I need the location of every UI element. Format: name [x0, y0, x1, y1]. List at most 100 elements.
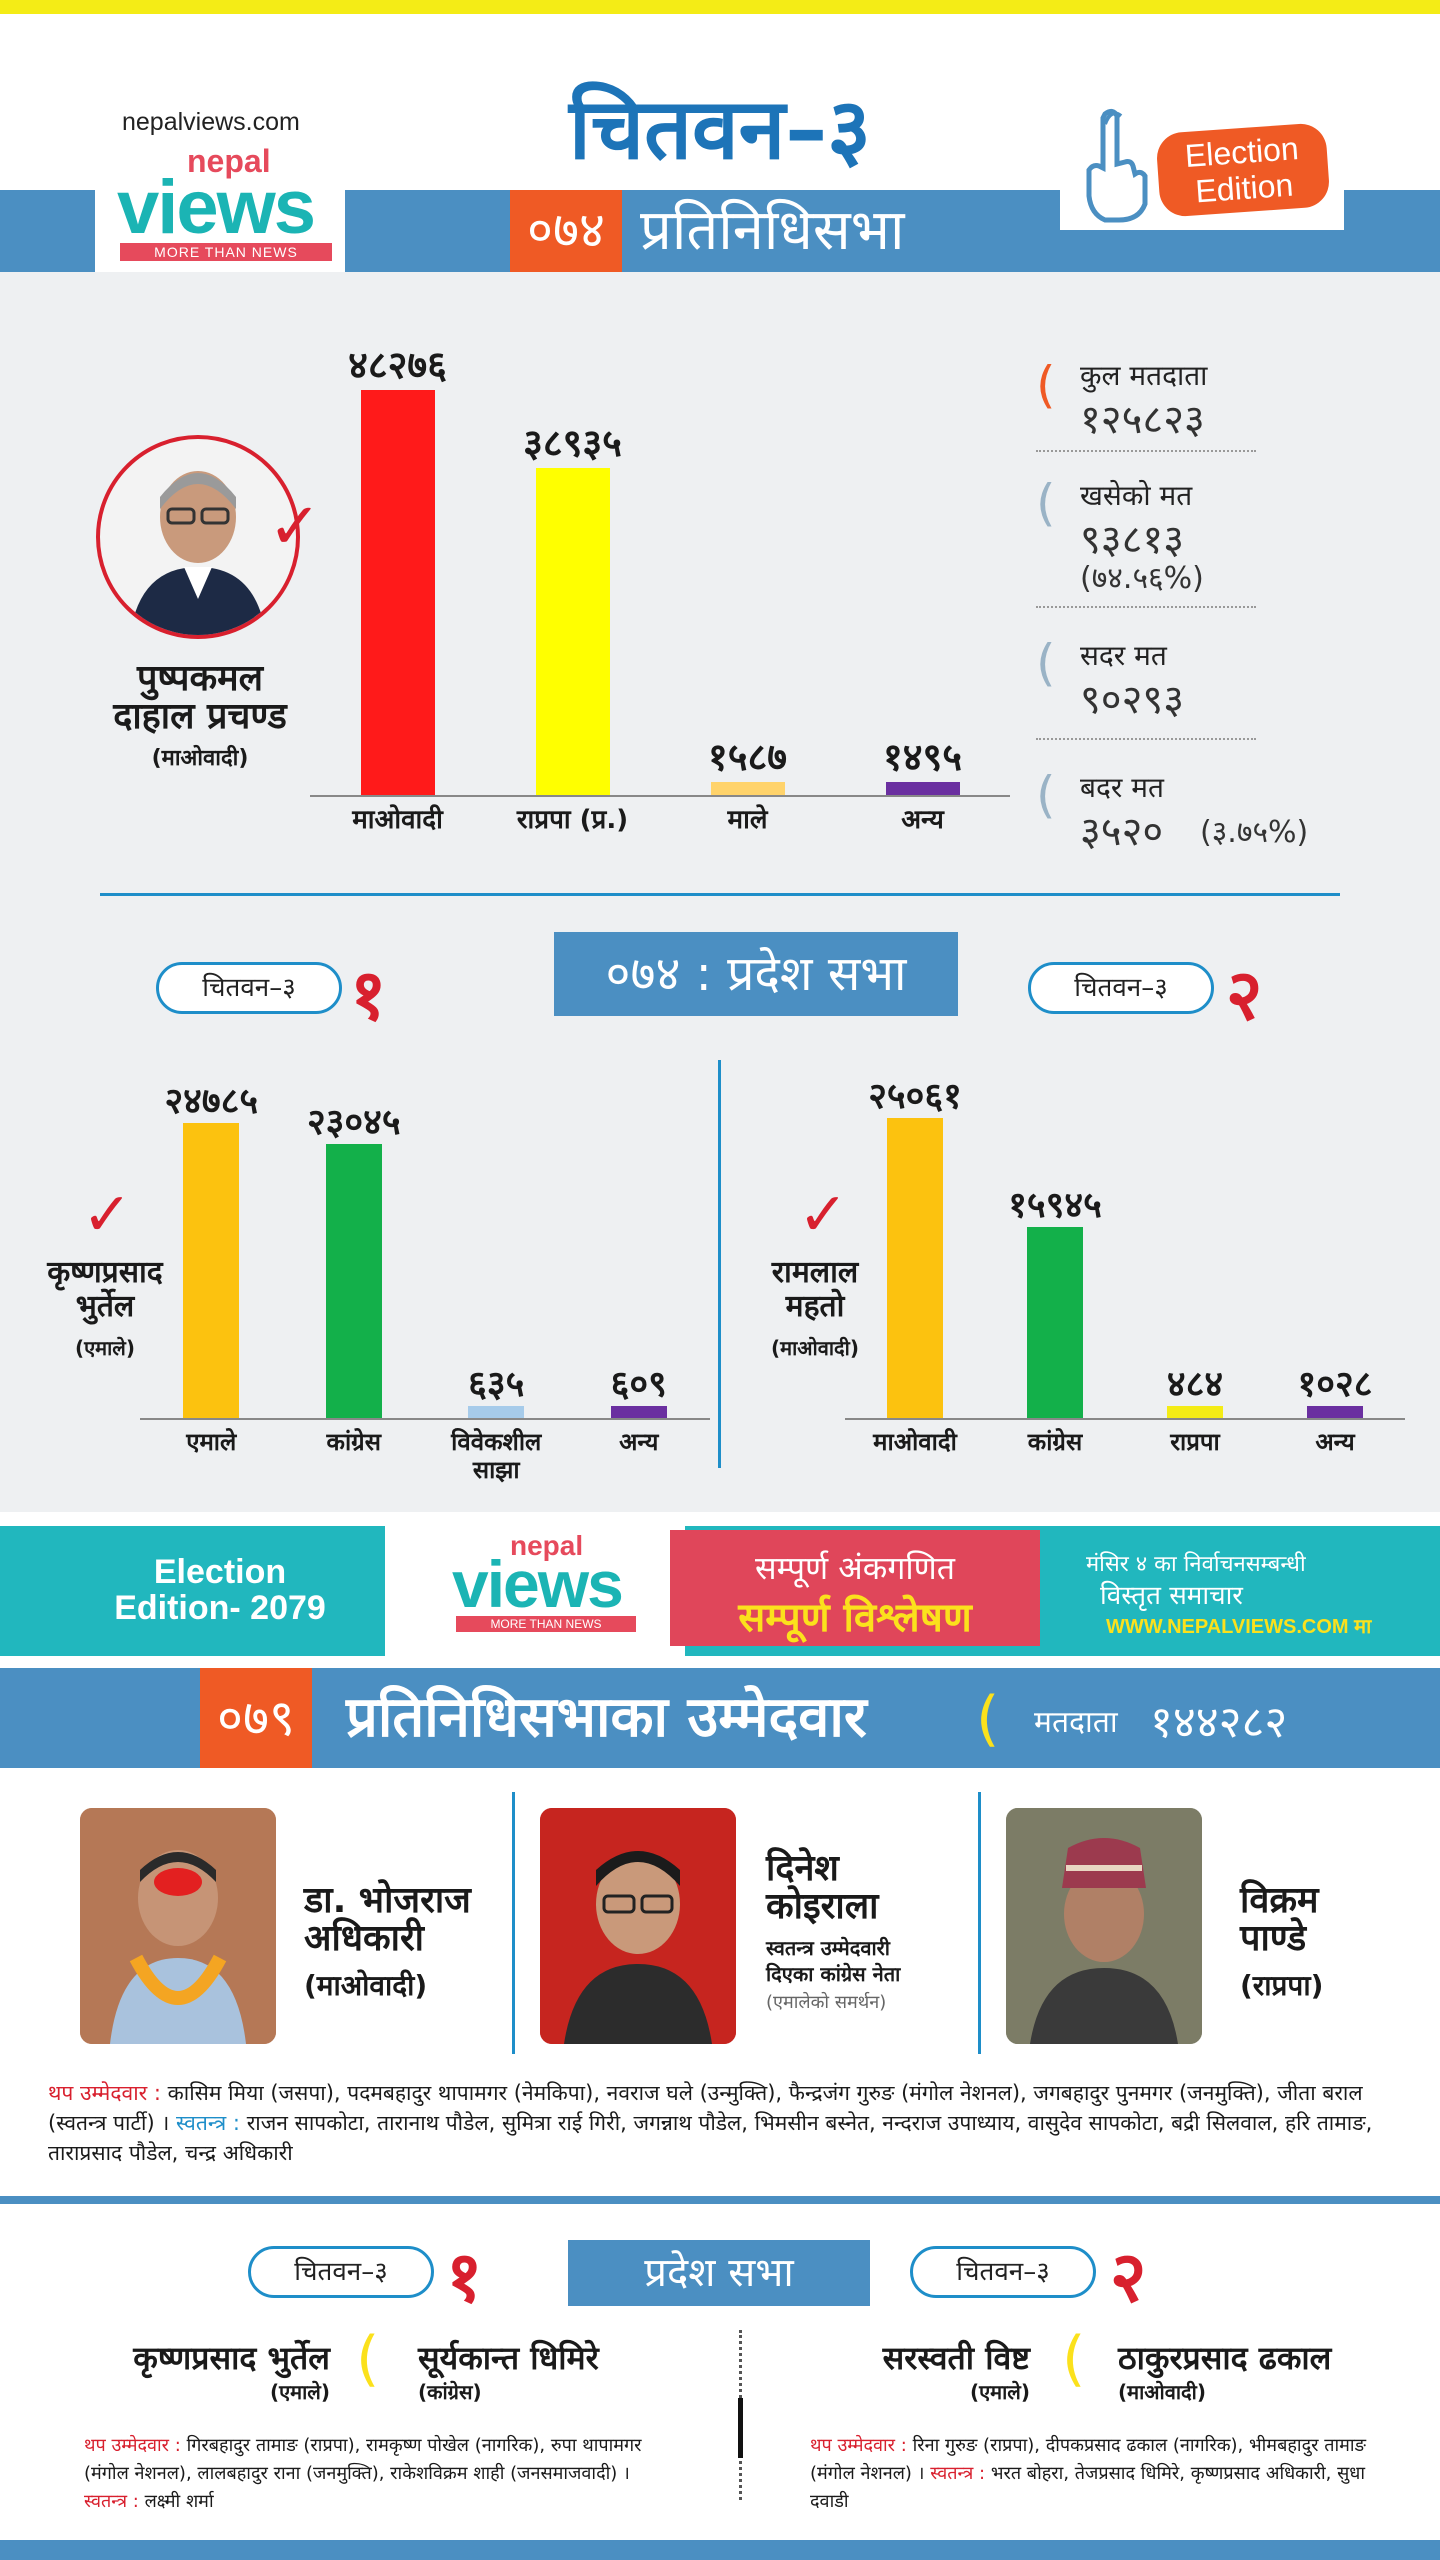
constituency-number-left: १	[350, 954, 387, 1036]
prov-right-others: थप उम्मेदवार : रिना गुरुङ (राप्रपा), दीप…	[810, 2432, 1370, 2516]
cast-votes-percent: (७४.५६%)	[1080, 561, 1204, 596]
prov-left-others-label: थप उम्मेदवार :	[84, 2435, 181, 2456]
banner-right-line2: विस्तृत समाचार	[1100, 1581, 1243, 1611]
winner-name-line2: दाहाल प्रचण्ड	[113, 696, 287, 737]
year-badge: ०७४	[510, 190, 622, 272]
chart-bar	[1027, 1227, 1083, 1418]
candidate-2-support: (एमालेको समर्थन)	[766, 1992, 887, 2013]
section-title: प्रतिनिधिसभा	[640, 198, 905, 263]
candidate-portrait-icon	[1006, 1808, 1202, 2044]
invalid-votes-percent: (३.७५%)	[1200, 815, 1309, 850]
candidate-3-name-line1: विक्रम	[1240, 1880, 1319, 1921]
provincial-2079-divider-bar	[738, 2398, 743, 2458]
prov-right-cand2-name: ठाकुरप्रसाद ढकाल	[1118, 2339, 1332, 2377]
chart-value-label: १५८७	[707, 734, 788, 779]
banner-logo-nepal: nepal	[510, 1530, 584, 1561]
page-title: चितवन–३	[569, 80, 871, 178]
prov-winner-left-party: (एमाले)	[74, 1336, 136, 1360]
chart-bar	[887, 1118, 943, 1418]
chart-category-label: माओवादी	[873, 1428, 957, 1456]
prov-winner-left-line2: भुर्तेल	[75, 1289, 135, 1324]
prov-winner-right-line1: रामलाल	[771, 1255, 859, 1290]
prov-left-others-text: गिरबहादुर तामाङ (राप्रपा), रामकृष्ण पोखे…	[84, 2435, 642, 2484]
constituency-pill-left-2079: चितवन–३	[248, 2246, 434, 2298]
candidate-divider	[978, 1792, 981, 2054]
banner-edition-text: Election Edition- 2079	[40, 1554, 400, 1626]
chart-value-label: ६३५	[468, 1364, 525, 1405]
candidate-photo-3	[1006, 1808, 1202, 2044]
chart-value-label: १५९४५	[1008, 1185, 1102, 1227]
prov-right-cand2-party: (माओवादी)	[1118, 2380, 1206, 2404]
chart-category-label: अन्य	[619, 1428, 659, 1456]
candidate-3-party: (राप्रपा)	[1240, 1969, 1324, 2002]
chart-category-label: अन्य	[901, 805, 944, 835]
prov-right-cand1-party: (एमाले)	[969, 2380, 1030, 2404]
constituency-number-left-2079: १	[446, 2236, 483, 2318]
banner-logo-views: views	[452, 1547, 624, 1621]
winner-photo	[96, 435, 300, 639]
total-voters-bracket-icon: (	[1036, 356, 1056, 414]
voters-bracket-icon: (	[976, 1684, 1000, 1754]
chart-category-label: राप्रपा (प्र.)	[516, 805, 629, 835]
site-url[interactable]: nepalviews.com	[122, 108, 300, 136]
section-divider-2079	[0, 2196, 1440, 2204]
candidate-portrait-icon	[80, 1808, 276, 2044]
candidate-portrait-icon	[540, 1808, 736, 2044]
banner-url[interactable]: WWW.NEPALVIEWS.COM मा	[1106, 1616, 1372, 1638]
prov-winner-right-party: (माओवादी)	[771, 1336, 859, 1360]
chart-category-label: राप्रपा	[1170, 1428, 1220, 1456]
year-2079-badge: ०७९	[200, 1668, 312, 1768]
valid-votes-value: ९०२९३	[1080, 677, 1184, 723]
chart-axis	[310, 795, 1010, 797]
constituency-pill-right-2079: चितवन–३	[910, 2246, 1096, 2298]
constituency-number-right: २	[1226, 954, 1263, 1036]
stat-divider	[1036, 606, 1256, 608]
candidate-1-name-line2: अधिकारी	[304, 1918, 424, 1959]
prov-right-others-text: रिना गुरुङ (राप्रपा), दीपकप्रसाद ढकाल (न…	[810, 2435, 1367, 2484]
prov-left-cand2-name: सूर्यकान्त धिमिरे	[418, 2339, 599, 2377]
banner-logo-area	[385, 1520, 685, 1656]
chart-bar	[610, 1406, 667, 1418]
candidates-2079-title: प्रतिनिधिसभाका उम्मेदवार	[346, 1685, 867, 1750]
prov-left-bracket-icon: (	[356, 2324, 380, 2394]
candidate-photo-1	[80, 1808, 276, 2044]
prov-left-cand1-name: कृष्णप्रसाद भुर्तेल	[133, 2339, 330, 2377]
candidate-1-party: (माओवादी)	[304, 1969, 428, 2002]
chart-bar	[183, 1123, 240, 1418]
winner-check-icon: ✓	[268, 490, 322, 564]
winner-check-icon-left: ✓	[82, 1180, 133, 1250]
chart-value-label: ४८२७६	[348, 343, 447, 387]
cast-bracket-icon: (	[1036, 474, 1056, 532]
chart-bar	[360, 390, 435, 795]
banner-edition-line2: Edition- 2079	[114, 1589, 326, 1627]
chart-value-label: २३०४५	[306, 1101, 401, 1143]
prov-left-cand1-party: (एमाले)	[269, 2380, 330, 2404]
prov-right-others-label: थप उम्मेदवार :	[810, 2435, 907, 2456]
stat-divider	[1036, 738, 1256, 740]
total-voters-label: कुल मतदाता	[1080, 359, 1208, 392]
chart-value-label: १४९५	[882, 735, 963, 780]
total-voters-value: १२५८२३	[1080, 397, 1205, 443]
independent-label: स्वतन्त्र :	[176, 2111, 240, 2135]
invalid-bracket-icon: (	[1036, 766, 1056, 824]
top-strip	[0, 0, 1440, 14]
candidate-photo-2	[540, 1808, 736, 2044]
invalid-votes-label: बदर मत	[1080, 771, 1164, 804]
provincial-2074-chart-2: २५०६१ माओवादी १५९४५ कांग्रेस ४८४ राप्रपा १०२८ अ…	[845, 1050, 1405, 1510]
logo-views-text: views	[117, 165, 316, 250]
chart-category-label: विवेकशील साझा	[451, 1428, 542, 1484]
other-candidates-2079: थप उम्मेदवार : कासिम मिया (जसपा), पदमबहा…	[48, 2078, 1398, 2168]
constituency-pill-left: चितवन–३	[156, 962, 342, 1014]
cast-votes-value: ९३८१३	[1080, 517, 1184, 563]
banner-headline2: सम्पूर्ण विश्लेषण	[738, 1595, 972, 1641]
chart-value-label: ६०९	[610, 1364, 667, 1405]
constituency-number-right-2079: २	[1110, 2236, 1147, 2318]
chart-value-label: ३८९३५	[523, 421, 622, 466]
chart-bar	[535, 468, 610, 795]
candidate-portrait-icon	[130, 471, 266, 635]
winner-name-line1: पुष्पकमल	[136, 658, 264, 699]
chart-category-label: एमाले	[186, 1428, 237, 1456]
voters-2079-value: १४४२८२	[1150, 1697, 1288, 1748]
prov-left-independent-text: लक्ष्मी शर्मा	[144, 2491, 214, 2512]
invalid-votes-value: ३५२०	[1080, 809, 1164, 855]
